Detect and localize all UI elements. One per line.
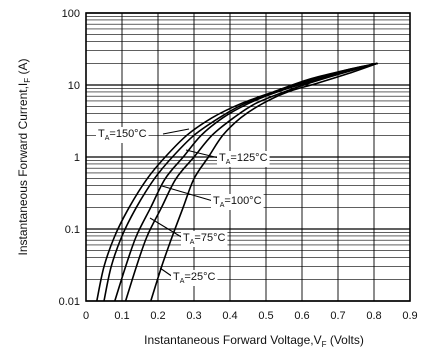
- curve-label-background: [171, 270, 218, 286]
- annotation-leader-line: [159, 267, 174, 278]
- curve-annotations: TA=150°C TA=125°C TA=100°C TA=75°C TA=25°C: [96, 127, 270, 286]
- y-tick-label: 100: [62, 8, 80, 20]
- curve-label: TA=100°C: [213, 195, 262, 209]
- x-axis-label: Instantaneous Forward Voltage,VF (Volts): [144, 333, 364, 349]
- x-tick-label: 0.5: [258, 310, 273, 322]
- curve-label-background: [217, 151, 270, 167]
- annotation-leader-line: [149, 217, 184, 239]
- curve-label-background: [96, 127, 149, 143]
- curve-125c: [103, 62, 378, 302]
- y-tick-label: 0.1: [65, 224, 80, 236]
- curve-label: TA=125°C: [219, 152, 268, 166]
- x-tick-label: 0.4: [222, 310, 237, 322]
- curve-100c: [114, 62, 378, 302]
- curves: [96, 62, 378, 302]
- annotation-leader-line: [161, 185, 214, 202]
- x-tick-label: 0.6: [294, 310, 309, 322]
- y-tick-labels: 0.01 0.1 1 10 100: [59, 8, 80, 308]
- x-tick-label: 0.7: [330, 310, 345, 322]
- curve-25c: [150, 62, 378, 302]
- x-tick-label: 0.1: [114, 310, 129, 322]
- curve-label-background: [181, 231, 228, 247]
- curve-label-background: [211, 194, 264, 210]
- plot-frame: [85, 12, 411, 302]
- x-tick-label: 0.3: [186, 310, 201, 322]
- x-tick-labels: 0 0.1 0.2 0.3 0.4 0.5 0.6 0.7 0.8 0.9: [83, 310, 418, 322]
- x-tick-label: 0: [83, 310, 89, 322]
- curve-150c: [96, 62, 378, 302]
- annotation-leader-line: [162, 128, 190, 135]
- curve-label: TA=150°C: [98, 128, 147, 142]
- curve-75c: [124, 62, 378, 302]
- curve-label: TA=75°C: [183, 232, 225, 246]
- x-tick-label: 0.9: [402, 310, 417, 322]
- x-tick-label: 0.2: [150, 310, 165, 322]
- curve-label: TA=25°C: [173, 271, 215, 285]
- y-tick-label: 10: [68, 80, 80, 92]
- y-tick-label: 1: [74, 152, 80, 164]
- x-tick-label: 0.8: [366, 310, 381, 322]
- annotation-leader-line: [185, 149, 220, 159]
- y-tick-label: 0.01: [59, 296, 80, 308]
- y-axis-label: Instantaneous Forward Current,IF (A): [16, 59, 32, 256]
